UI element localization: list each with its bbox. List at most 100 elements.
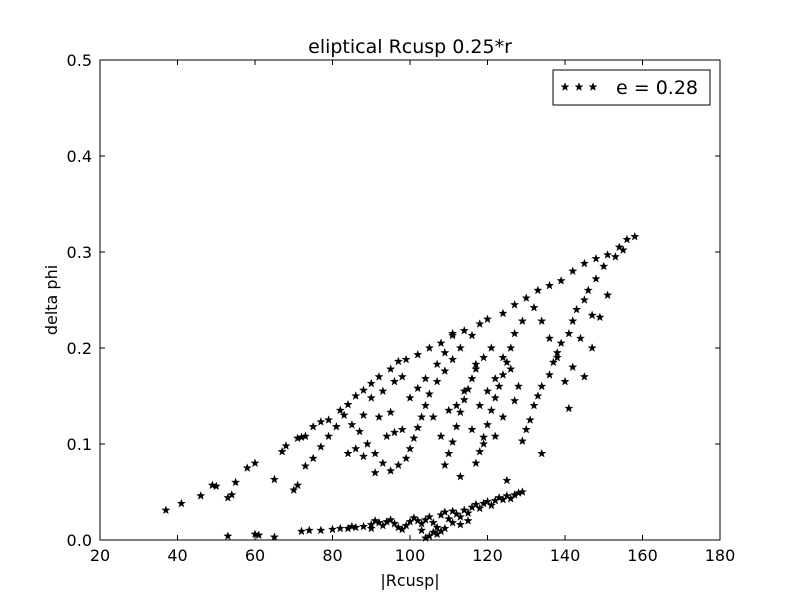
legend-star-marker bbox=[560, 82, 570, 91]
data-point bbox=[424, 512, 434, 521]
data-point bbox=[432, 376, 442, 386]
data-point bbox=[587, 310, 597, 320]
data-point bbox=[366, 393, 376, 402]
data-point bbox=[471, 359, 481, 369]
data-point bbox=[397, 424, 407, 434]
data-point bbox=[424, 389, 434, 398]
data-point bbox=[386, 364, 396, 374]
data-point bbox=[300, 431, 310, 441]
legend-star-marker bbox=[574, 82, 584, 91]
x-tick-label: 140 bbox=[550, 546, 581, 565]
data-point bbox=[176, 498, 186, 508]
data-point bbox=[424, 343, 434, 352]
data-point bbox=[378, 386, 388, 396]
data-point bbox=[521, 293, 531, 302]
data-point bbox=[440, 507, 450, 517]
data-point bbox=[463, 384, 473, 394]
data-point bbox=[343, 399, 353, 409]
data-point bbox=[498, 370, 508, 379]
data-point bbox=[250, 458, 260, 468]
y-axis-label: delta phi bbox=[42, 265, 61, 335]
data-point bbox=[358, 385, 369, 395]
data-point bbox=[331, 421, 341, 431]
data-point bbox=[502, 357, 512, 367]
data-point bbox=[370, 467, 380, 477]
data-point bbox=[572, 304, 582, 314]
data-point bbox=[475, 446, 485, 456]
data-point bbox=[517, 316, 527, 326]
data-point bbox=[227, 490, 237, 499]
data-point bbox=[564, 328, 574, 338]
data-point bbox=[316, 417, 326, 426]
data-point bbox=[603, 290, 613, 300]
x-tick-label: 100 bbox=[395, 546, 426, 565]
data-point bbox=[358, 521, 369, 531]
data-point bbox=[362, 439, 372, 448]
data-point bbox=[451, 400, 462, 410]
y-axis-ticks: 0.0 0.1 0.2 0.3 0.4 0.5 bbox=[67, 51, 720, 550]
data-point bbox=[436, 431, 446, 441]
data-point bbox=[564, 403, 574, 413]
data-point bbox=[579, 371, 589, 381]
data-point bbox=[506, 343, 516, 352]
data-point bbox=[417, 525, 427, 535]
data-point bbox=[533, 391, 543, 400]
data-point bbox=[490, 431, 500, 441]
data-point bbox=[448, 354, 458, 364]
data-point bbox=[231, 477, 241, 487]
data-point bbox=[510, 395, 520, 405]
legend-marker bbox=[560, 82, 598, 91]
data-point bbox=[479, 352, 489, 362]
data-point bbox=[281, 441, 291, 450]
data-point bbox=[413, 383, 423, 393]
data-point bbox=[386, 407, 396, 417]
data-point bbox=[498, 412, 508, 422]
data-point bbox=[316, 442, 326, 451]
data-point bbox=[618, 245, 628, 254]
data-point bbox=[498, 352, 508, 362]
data-point bbox=[324, 431, 334, 441]
data-point bbox=[486, 500, 496, 510]
data-point bbox=[448, 328, 458, 338]
data-point bbox=[374, 412, 384, 422]
chart-title: eliptical Rcusp 0.25*r bbox=[308, 36, 512, 58]
data-point bbox=[533, 285, 543, 295]
x-tick-label: 60 bbox=[245, 546, 265, 565]
data-point bbox=[498, 308, 508, 318]
legend-star-marker bbox=[588, 82, 598, 91]
y-tick-label: 0.3 bbox=[67, 243, 92, 262]
data-point bbox=[428, 412, 438, 422]
data-point bbox=[591, 274, 601, 283]
y-tick-label: 0.2 bbox=[67, 339, 92, 358]
data-point bbox=[455, 343, 465, 352]
x-tick-label: 120 bbox=[472, 546, 503, 565]
data-point bbox=[455, 512, 465, 521]
data-point bbox=[544, 280, 555, 290]
data-point bbox=[444, 405, 454, 415]
data-point bbox=[599, 261, 609, 271]
data-point bbox=[490, 393, 500, 402]
data-point bbox=[471, 499, 481, 509]
data-point bbox=[393, 356, 403, 366]
data-point bbox=[444, 448, 454, 458]
data-point bbox=[440, 366, 450, 375]
data-point bbox=[568, 266, 578, 276]
data-point bbox=[389, 518, 400, 528]
data-point bbox=[397, 372, 407, 381]
data-point bbox=[455, 471, 465, 481]
data-point bbox=[444, 514, 454, 523]
data-point bbox=[537, 381, 547, 391]
data-point bbox=[459, 325, 469, 335]
data-point bbox=[393, 460, 403, 470]
data-point bbox=[448, 517, 458, 527]
data-point bbox=[475, 400, 485, 410]
data-point bbox=[525, 415, 535, 424]
data-point bbox=[351, 522, 361, 532]
data-point bbox=[370, 448, 380, 458]
data-point bbox=[413, 422, 423, 432]
data-point bbox=[304, 525, 314, 535]
data-point bbox=[486, 405, 496, 415]
data-point bbox=[424, 531, 434, 541]
data-point bbox=[289, 485, 299, 494]
data-point bbox=[467, 424, 477, 434]
